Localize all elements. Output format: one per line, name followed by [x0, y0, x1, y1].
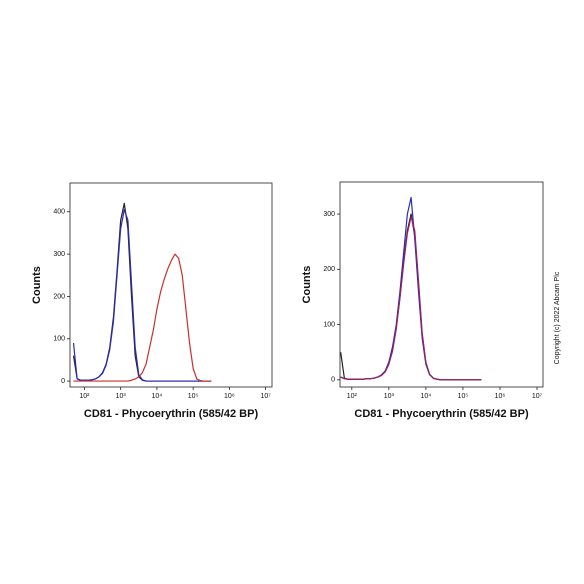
copyright: Copyright (c) 2022 Abcam Plc [554, 271, 561, 364]
y-tick-label: 100 [53, 336, 65, 343]
plot-frame [339, 181, 544, 388]
x-tick-label: 10⁷ [260, 393, 271, 400]
y-tick-label: 200 [323, 266, 335, 273]
y-tick-label: 0 [331, 377, 335, 384]
x-tick-label: 10² [79, 393, 90, 400]
x-axis-label: CD81 - Phycoerythrin (585/42 BP) [84, 408, 259, 420]
plot-frame [69, 182, 273, 388]
x-axis-label: CD81 - Phycoerythrin (585/42 BP) [354, 408, 529, 420]
y-tick-label: 100 [323, 321, 335, 328]
y-axis-label: Counts [301, 266, 313, 304]
x-tick-label: 10³ [384, 393, 395, 400]
x-tick-label: 10⁶ [224, 393, 235, 400]
histogram-line [72, 209, 212, 382]
x-tick-label: 10⁴ [152, 393, 163, 400]
y-tick-label: 300 [53, 251, 65, 258]
x-tick-label: 10⁵ [188, 393, 199, 400]
x-tick-label: 10⁵ [458, 393, 469, 400]
y-tick-label: 200 [53, 293, 65, 300]
x-tick-label: 10⁶ [495, 393, 506, 400]
y-tick-label: 300 [323, 211, 335, 218]
x-tick-label: 10⁷ [532, 393, 543, 400]
x-tick-label: 10² [347, 393, 358, 400]
histogram-line [73, 253, 212, 382]
x-tick-label: 10⁴ [420, 393, 431, 400]
y-axis-label: Counts [31, 266, 43, 304]
y-tick-label: 400 [53, 209, 65, 216]
y-tick-label: 0 [61, 378, 65, 385]
x-tick-label: 10³ [116, 393, 127, 400]
histogram-line [340, 216, 482, 381]
